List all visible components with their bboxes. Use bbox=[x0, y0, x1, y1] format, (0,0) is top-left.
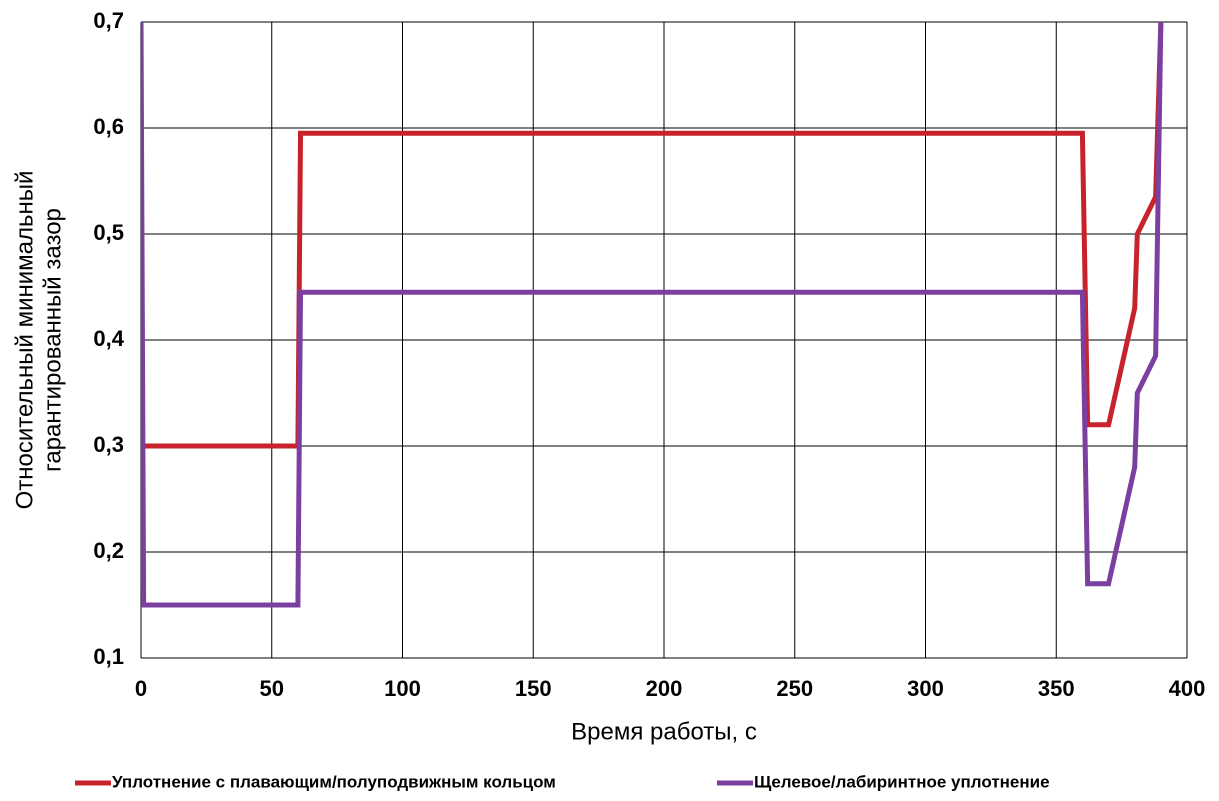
x-tick-label: 50 bbox=[260, 676, 284, 701]
y-tick-label: 0,6 bbox=[93, 114, 124, 139]
y-axis-title-line: Относительный минимальный bbox=[11, 171, 38, 510]
y-tick-label: 0,4 bbox=[93, 326, 124, 351]
y-tick-label: 0,7 bbox=[93, 8, 124, 33]
x-tick-label: 150 bbox=[515, 676, 552, 701]
x-tick-label: 250 bbox=[776, 676, 813, 701]
x-tick-label: 0 bbox=[135, 676, 147, 701]
legend-label: Уплотнение с плавающим/полуподвижным кол… bbox=[112, 772, 556, 791]
x-tick-label: 350 bbox=[1038, 676, 1075, 701]
line-series bbox=[141, 22, 1164, 608]
x-tick-label: 200 bbox=[646, 676, 683, 701]
line-series bbox=[141, 22, 1164, 449]
y-tick-label: 0,5 bbox=[93, 220, 124, 245]
x-axis-title: Время работы, с bbox=[571, 718, 757, 745]
y-axis-title-line: гарантированный зазор bbox=[39, 208, 66, 472]
y-tick-label: 0,2 bbox=[93, 538, 124, 563]
plot-area bbox=[141, 22, 1164, 608]
y-tick-label: 0,1 bbox=[93, 644, 124, 669]
y-axis-title: Относительный минимальный гарантированны… bbox=[11, 171, 66, 510]
y-tick-label: 0,3 bbox=[93, 432, 124, 457]
legend-label: Щелевое/лабиринтное уплотнение bbox=[754, 772, 1050, 791]
x-tick-label: 300 bbox=[907, 676, 944, 701]
x-tick-label: 100 bbox=[384, 676, 421, 701]
x-tick-label: 400 bbox=[1169, 676, 1206, 701]
